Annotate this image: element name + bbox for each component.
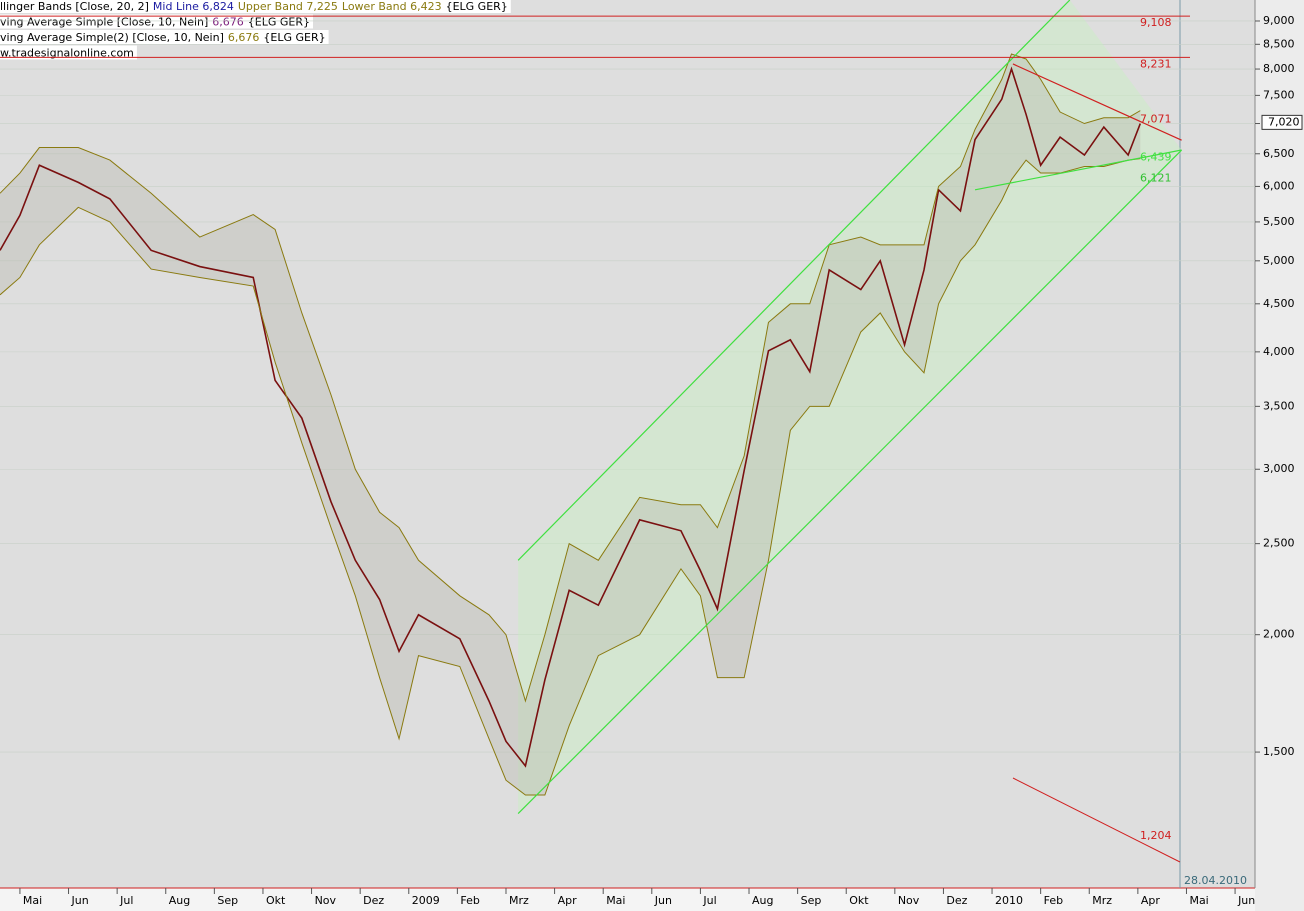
x-tick-label: Aug xyxy=(752,894,773,907)
plot-bg xyxy=(0,0,1255,888)
legend-bg xyxy=(0,45,137,60)
level-label: 9,108 xyxy=(1140,16,1172,29)
legend-line: w.tradesignalonline.com xyxy=(0,47,134,60)
legend-segment: 6,676 xyxy=(212,16,244,29)
price-line xyxy=(0,66,1142,768)
trendline xyxy=(517,0,1071,561)
legend-line: ving Average Simple [Close, 10, Nein] 6,6… xyxy=(0,16,310,29)
volume-label: 1,204 xyxy=(1140,829,1172,842)
x-tick-label: Feb xyxy=(1044,894,1063,907)
legend-segment: {ELG GER} xyxy=(446,0,508,13)
legend-bg xyxy=(0,30,329,44)
y-tick-label: 1,500 xyxy=(1263,745,1295,758)
y-tick-label: 3,500 xyxy=(1263,399,1295,412)
legend-bg xyxy=(0,0,511,13)
legend-segment: {ELG GER} xyxy=(248,16,310,29)
x-tick-label: Okt xyxy=(266,894,286,907)
legend-segment: ving Average Simple [Close, 10, Nein] xyxy=(0,16,208,29)
channel-fill xyxy=(518,0,1182,814)
legend-segment: {ELG GER} xyxy=(263,31,325,44)
x-tick-label: 2010 xyxy=(995,894,1023,907)
axis-bg xyxy=(1255,0,1304,911)
x-tick-label: Sep xyxy=(217,894,238,907)
band-line xyxy=(0,53,1141,703)
last-price-box xyxy=(1261,114,1303,130)
x-tick-label: Aug xyxy=(169,894,190,907)
y-tick-label: 3,000 xyxy=(1263,462,1295,475)
legend-line: llinger Bands [Close, 20, 2] Mid Line 6,8… xyxy=(0,0,508,13)
x-tick-label: Mrz xyxy=(1092,894,1112,907)
x-tick-label: Nov xyxy=(315,894,337,907)
legend-segment: Mid Line 6,824 xyxy=(153,0,234,13)
y-tick-label: 8,500 xyxy=(1263,37,1295,50)
y-tick-label: 4,000 xyxy=(1263,345,1295,358)
legend-segment: ving Average Simple(2) [Close, 10, Nein] xyxy=(0,31,224,44)
y-tick-label: 5,000 xyxy=(1263,254,1295,267)
x-tick-label: Sep xyxy=(801,894,822,907)
y-tick-label: 2,000 xyxy=(1263,628,1295,641)
trendline xyxy=(974,149,1182,191)
y-tick-label: 9,000 xyxy=(1263,14,1295,27)
x-tick-label: Mai xyxy=(1189,894,1208,907)
last-price-label: 7,020 xyxy=(1268,115,1300,128)
channel-label: 6,121 xyxy=(1140,171,1172,184)
legend-segment: Lower Band 6,423 xyxy=(342,0,442,13)
band-fill xyxy=(0,54,1141,796)
x-tick-label: Okt xyxy=(849,894,869,907)
legend-segment: w.tradesignalonline.com xyxy=(0,47,134,60)
x-tick-label: Mai xyxy=(23,894,42,907)
legend-bg xyxy=(0,14,314,29)
trendline xyxy=(517,149,1183,815)
x-tick-label: Mrz xyxy=(509,894,529,907)
legend-segment: 6,676 xyxy=(228,31,260,44)
x-tick-label: Nov xyxy=(898,894,920,907)
date-label: 28.04.2010 xyxy=(1184,874,1247,887)
band-line xyxy=(0,158,1141,796)
x-tick-label: Dez xyxy=(363,894,384,907)
x-tick-label: Feb xyxy=(460,894,479,907)
y-tick-label: 7,500 xyxy=(1263,88,1295,101)
x-tick-label: Mai xyxy=(606,894,625,907)
x-tick-label: Jul xyxy=(119,894,133,907)
trendline-label: 6,439 xyxy=(1140,151,1172,164)
x-tick-label: Jun xyxy=(654,894,672,907)
level-label: 8,231 xyxy=(1140,57,1172,70)
x-axis-bg xyxy=(0,888,1255,911)
x-tick-label: Jul xyxy=(702,894,716,907)
legend-line: ving Average Simple(2) [Close, 10, Nein]… xyxy=(0,31,326,44)
y-tick-label: 8,000 xyxy=(1263,62,1295,75)
y-tick-label: 4,500 xyxy=(1263,297,1295,310)
legend-segment: llinger Bands [Close, 20, 2] xyxy=(0,0,149,13)
x-tick-label: Apr xyxy=(1141,894,1161,907)
legend-segment: Upper Band 7,225 xyxy=(238,0,338,13)
y-tick-label: 6,000 xyxy=(1263,179,1295,192)
y-tick-label: 5,500 xyxy=(1263,215,1295,228)
x-tick-label: Apr xyxy=(558,894,578,907)
x-tick-label: Dez xyxy=(946,894,967,907)
x-tick-label: 2009 xyxy=(412,894,440,907)
x-tick-label: Jun xyxy=(71,894,89,907)
trendline-label: 7,071 xyxy=(1140,112,1172,125)
volume-trendline xyxy=(1012,777,1181,863)
y-tick-label: 2,500 xyxy=(1263,537,1295,550)
y-tick-label: 6,500 xyxy=(1263,147,1295,160)
x-tick-label: Jun xyxy=(1237,894,1255,907)
trendline xyxy=(1012,63,1182,141)
